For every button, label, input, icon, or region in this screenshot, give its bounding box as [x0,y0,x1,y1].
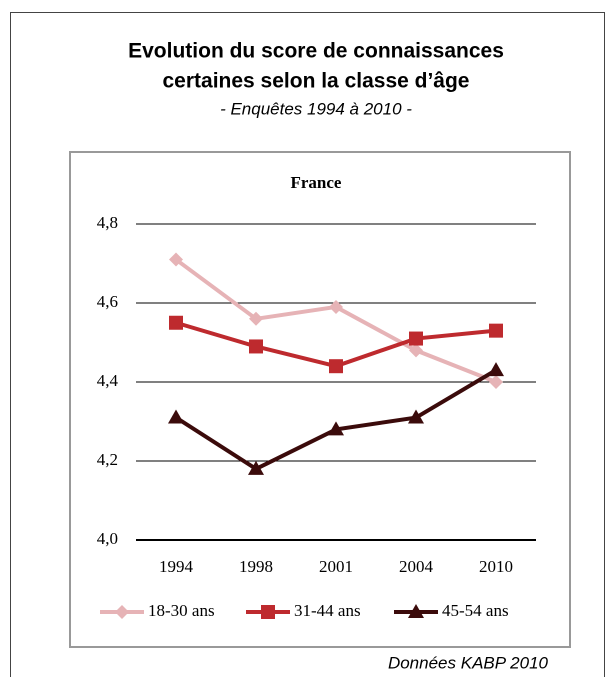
chart-title: Evolution du score de connaissances [128,40,504,63]
outer-frame [10,12,605,677]
y-tick-label: 4,4 [97,371,119,390]
y-tick-label: 4,6 [97,292,118,311]
legend-label: 18-30 ans [148,601,215,620]
x-tick-label: 2001 [319,557,353,576]
marker [115,605,129,619]
marker [329,299,343,314]
marker [169,315,183,330]
marker [249,311,263,326]
y-tick-label: 4,2 [97,450,118,469]
marker [489,323,503,338]
marker [169,252,183,267]
marker [408,604,424,618]
source: Données KABP 2010 [388,653,549,672]
chart-title: certaines selon la classe d’âge [162,70,469,93]
x-tick-label: 1994 [159,557,194,576]
y-tick-label: 4,8 [97,213,118,232]
marker [329,359,343,374]
plot-frame [69,151,571,648]
y-tick-label: 4,0 [97,529,118,548]
legend-label: 45-54 ans [442,601,509,620]
marker [328,421,344,436]
x-tick-label: 2004 [399,557,434,576]
marker [409,331,423,346]
marker [168,409,184,424]
chart-subtitle: - Enquêtes 1994 à 2010 - [220,99,412,118]
marker [261,605,275,619]
legend-label: 31-44 ans [294,601,361,620]
marker [408,409,424,424]
x-tick-label: 1998 [239,557,273,576]
marker [489,375,503,389]
marker [249,339,263,354]
x-tick-label: 2010 [479,557,513,576]
plot-title: France [291,173,342,192]
marker [409,343,423,358]
marker [488,362,504,377]
marker [248,460,264,475]
